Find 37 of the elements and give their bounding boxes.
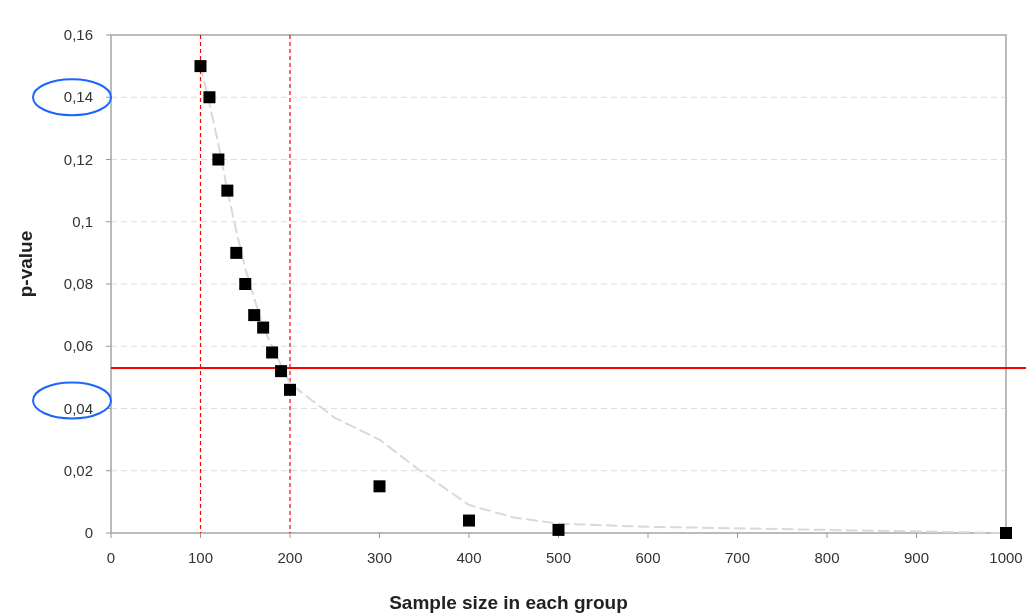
y-tick-label: 0,16: [63, 26, 93, 43]
point: [248, 309, 261, 322]
x-tick-label: 300: [366, 549, 393, 566]
x-tick-label: 800: [814, 549, 840, 566]
point: [194, 60, 207, 73]
x-tick-label: 400: [456, 549, 482, 566]
point: [212, 153, 225, 166]
point: [373, 480, 386, 493]
x-tick-label: 700: [724, 549, 751, 566]
y-tick-label: 0,14: [63, 88, 93, 106]
y-tick-label: 0,04: [63, 399, 93, 417]
point: [275, 365, 288, 378]
point: [221, 184, 234, 197]
y-tick-label: 0,06: [63, 337, 93, 355]
point: [552, 523, 565, 536]
point: [203, 91, 216, 104]
x-tick-label: 500: [545, 549, 572, 566]
y-tick-label: 0,08: [63, 275, 93, 292]
point: [257, 321, 270, 334]
y-tick-label: 0,1: [72, 212, 93, 230]
point: [1000, 527, 1012, 539]
x-tick-label: 900: [903, 549, 930, 566]
point: [463, 514, 475, 527]
point: [266, 346, 279, 359]
y-tick-label: 0,12: [63, 150, 93, 168]
x-tick-label: 1000: [989, 549, 1023, 566]
x-tick-label: 100: [187, 549, 214, 566]
y-tick-label: 0,02: [63, 461, 93, 479]
x-tick-label: 200: [277, 549, 303, 566]
point: [284, 383, 296, 396]
point: [230, 246, 243, 259]
x-axis-title: Sample size in each group: [389, 592, 628, 613]
x-tick-label: 0: [106, 549, 116, 566]
y-tick-label: 0: [84, 524, 93, 541]
x-tick-label: 600: [635, 549, 661, 566]
y-axis-title: p-value: [15, 230, 36, 298]
point: [239, 278, 252, 290]
